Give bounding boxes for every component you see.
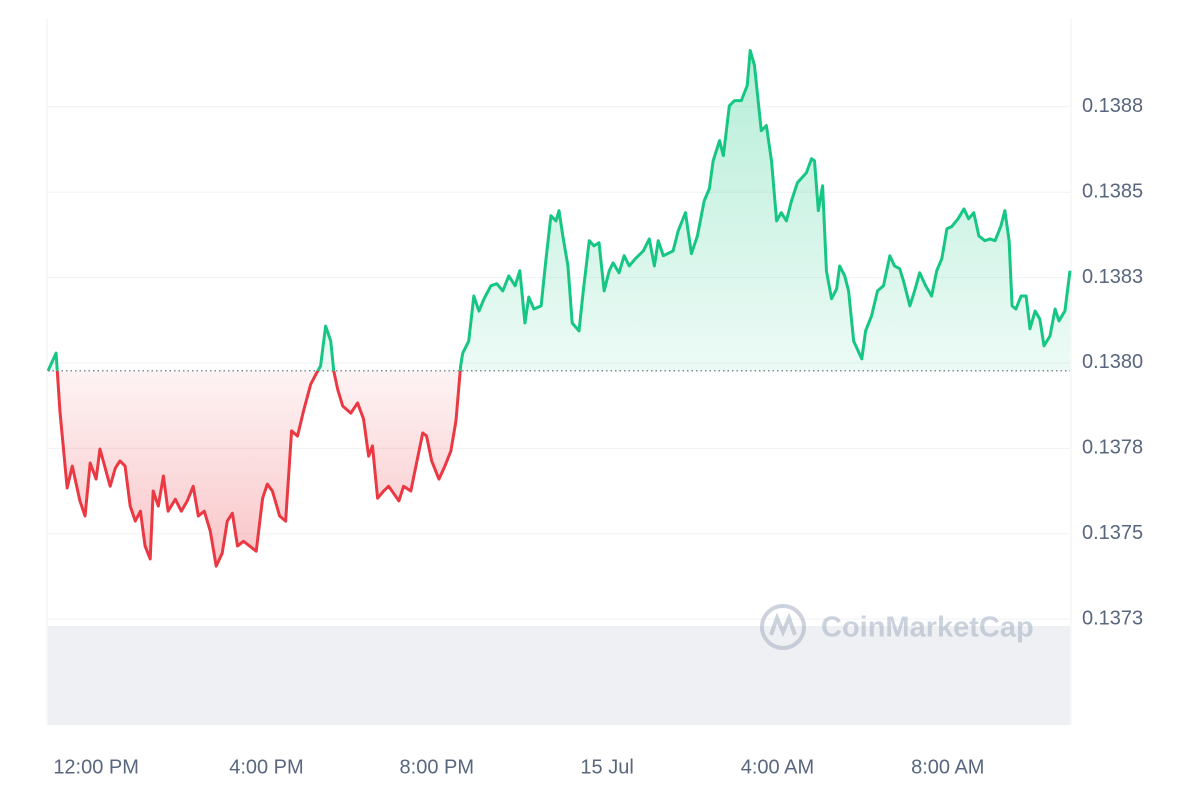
y-tick-label: 0.1385: [1082, 180, 1143, 202]
x-tick-label: 4:00 AM: [741, 756, 814, 778]
y-tick-label: 0.1375: [1082, 522, 1143, 544]
watermark-text: CoinMarketCap: [821, 612, 1034, 644]
watermark-logo: [760, 604, 806, 650]
x-tick-label: 4:00 PM: [229, 756, 303, 778]
y-tick-label: 0.1383: [1082, 266, 1143, 288]
area-up: [48, 50, 1070, 371]
x-tick-label: 12:00 PM: [53, 756, 139, 778]
price-line-up: [46, 48, 1072, 371]
price-line-down: [47, 370, 462, 568]
plot: [46, 48, 1072, 568]
volume-band: [48, 626, 1070, 725]
y-tick-label: 0.1388: [1082, 95, 1143, 117]
x-tick-label: 8:00 PM: [400, 756, 474, 778]
y-tick-label: 0.1378: [1082, 437, 1143, 459]
watermark-logo-mark: [769, 612, 797, 638]
axes: 0.1373 0.1375 0.1378 0.1380 0.1383 0.1385 0.13…: [53, 95, 1143, 778]
watermark: CoinMarketCap: [760, 604, 1034, 650]
y-tick-label: 0.1373: [1082, 607, 1143, 629]
x-tick-label: 15 Jul: [580, 756, 633, 778]
x-tick-label: 8:00 AM: [911, 756, 984, 778]
y-tick-label: 0.1380: [1082, 351, 1143, 373]
